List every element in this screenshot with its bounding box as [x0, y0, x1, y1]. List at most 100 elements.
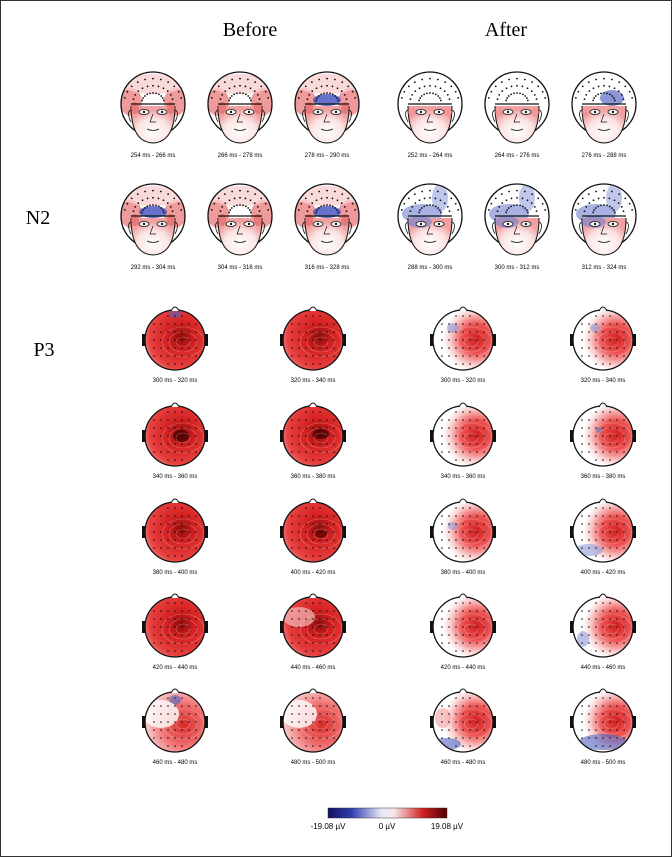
- electrode: [516, 189, 518, 192]
- electrode: [608, 93, 611, 96]
- electrode: [230, 95, 233, 97]
- contour: [463, 528, 479, 540]
- electrode: [159, 78, 162, 81]
- electrode: [595, 451, 597, 453]
- electrode: [581, 539, 583, 541]
- electrode: [602, 323, 604, 325]
- electrode: [594, 207, 597, 209]
- electrode: [160, 419, 162, 421]
- electrode: [602, 331, 604, 333]
- electrode: [223, 81, 226, 84]
- electrode: [595, 347, 597, 349]
- electrode: [160, 427, 162, 429]
- electrode: [581, 197, 584, 200]
- electrode: [153, 539, 155, 541]
- electrode: [581, 419, 583, 421]
- electrode: [195, 634, 197, 636]
- electrode: [305, 419, 307, 421]
- electrode: [167, 193, 170, 196]
- nose: [170, 593, 180, 599]
- potential-blob: [131, 214, 139, 226]
- electrode: [312, 331, 314, 333]
- electrode: [476, 547, 478, 549]
- contour: [175, 528, 191, 540]
- electrode: [455, 515, 457, 517]
- electrode: [244, 205, 247, 208]
- electrode: [195, 642, 197, 644]
- electrode: [423, 205, 426, 208]
- potential-blob: [169, 695, 181, 705]
- electrode: [291, 618, 293, 620]
- electrode: [446, 93, 449, 96]
- electrode: [305, 634, 307, 636]
- electrode: [469, 427, 471, 429]
- ear: [430, 621, 433, 633]
- electrode: [628, 202, 631, 205]
- electrode: [326, 721, 328, 723]
- electrode: [609, 618, 611, 620]
- electrode: [602, 339, 604, 341]
- electrode: [195, 705, 197, 707]
- electrode: [455, 523, 457, 525]
- electrode: [476, 626, 478, 628]
- electrode: [483, 427, 485, 429]
- electrode: [483, 713, 485, 715]
- electrode: [319, 642, 321, 644]
- electrode: [167, 705, 169, 707]
- time-label: 300 ms - 320 ms: [441, 378, 486, 384]
- electrode: [616, 634, 618, 636]
- electrode: [462, 531, 464, 533]
- electrode: [603, 77, 605, 80]
- electrode: [438, 97, 441, 99]
- electrode: [153, 721, 155, 723]
- electrode: [583, 210, 586, 213]
- mouth: [320, 240, 334, 243]
- electrode: [319, 555, 321, 557]
- electrode: [462, 459, 464, 461]
- electrode: [432, 204, 434, 207]
- electrode: [160, 323, 162, 325]
- electrode: [448, 210, 451, 213]
- electrode: [195, 435, 197, 437]
- row-label: P3: [33, 339, 54, 361]
- ear: [142, 621, 145, 633]
- electrode: [592, 87, 595, 90]
- electrode: [333, 713, 335, 715]
- electrode: [126, 202, 129, 205]
- face-map: [120, 183, 186, 256]
- topo-map: [280, 498, 346, 563]
- potential-blob: [531, 108, 539, 116]
- nose: [149, 225, 156, 235]
- electrode: [174, 713, 176, 715]
- electrode: [181, 515, 183, 517]
- ear: [205, 716, 208, 728]
- topo-map: [142, 498, 208, 563]
- electrode: [469, 705, 471, 707]
- face-map: [294, 183, 360, 256]
- electrode: [219, 210, 222, 213]
- topo-map: [430, 688, 496, 753]
- electrode: [462, 323, 464, 325]
- electrode: [602, 547, 604, 549]
- electrode: [312, 737, 314, 739]
- electrode: [312, 729, 314, 731]
- electrode: [444, 81, 447, 84]
- electrode: [188, 610, 190, 612]
- electrode: [153, 435, 155, 437]
- electrode: [291, 705, 293, 707]
- electrode: [345, 98, 348, 101]
- electrode: [153, 523, 155, 525]
- potential-blob: [173, 430, 189, 442]
- electrode: [507, 95, 510, 97]
- electrode: [333, 737, 335, 739]
- electrode: [448, 539, 450, 541]
- electrode: [152, 77, 154, 80]
- electrode: [400, 97, 403, 99]
- electrode: [505, 87, 508, 90]
- electrode: [469, 555, 471, 557]
- contour: [299, 422, 343, 454]
- electrode: [588, 523, 590, 525]
- ear: [451, 221, 455, 235]
- time-label: 264 ms - 276 ms: [495, 153, 540, 159]
- ear: [205, 621, 208, 633]
